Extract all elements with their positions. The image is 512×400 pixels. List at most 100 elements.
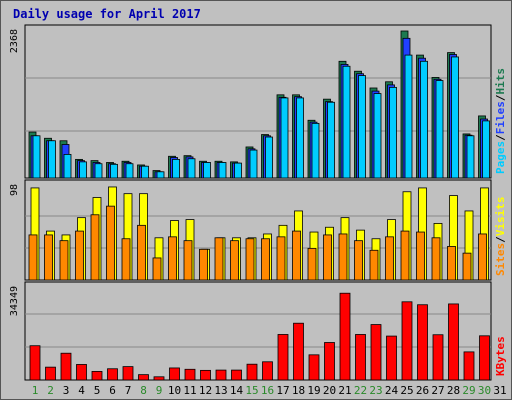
bar-pages-day-7 bbox=[125, 163, 134, 179]
bar-sites-day-5 bbox=[90, 214, 100, 281]
bar-sites-day-19 bbox=[307, 247, 317, 281]
bar-pages-day-28 bbox=[451, 56, 459, 179]
day-label-19: 19 bbox=[307, 384, 320, 397]
bar-kbytes-day-29 bbox=[463, 351, 475, 381]
day-label-13: 13 bbox=[214, 384, 227, 397]
day-label-7: 7 bbox=[125, 384, 132, 397]
bar-sites-day-10 bbox=[168, 236, 177, 281]
bar-kbytes-day-30 bbox=[479, 335, 490, 381]
day-label-22: 22 bbox=[354, 384, 367, 397]
bar-pages-day-20 bbox=[327, 101, 335, 179]
bar-kbytes-day-5 bbox=[91, 371, 103, 381]
bar-sites-day-15 bbox=[245, 238, 255, 281]
legend-hits: Hits bbox=[494, 68, 507, 95]
bar-sites-day-14 bbox=[230, 240, 239, 281]
bar-pages-day-18 bbox=[296, 97, 304, 179]
day-label-5: 5 bbox=[94, 384, 101, 397]
bar-pages-day-6 bbox=[110, 163, 118, 179]
bar-sites-day-7 bbox=[121, 238, 131, 281]
legend-separator: / bbox=[494, 134, 507, 141]
bar-sites-day-25 bbox=[400, 230, 410, 281]
bar-pages-day-24 bbox=[389, 86, 397, 179]
legend-sites: Sites bbox=[494, 243, 507, 276]
bar-pages-day-17 bbox=[280, 97, 289, 179]
max-label-top: 2368 bbox=[9, 29, 20, 53]
bar-sites-day-6 bbox=[106, 205, 115, 281]
bar-sites-day-26 bbox=[416, 231, 425, 281]
bar-kbytes-day-23 bbox=[370, 324, 382, 381]
bar-pages-day-23 bbox=[373, 93, 382, 179]
day-label-27: 27 bbox=[431, 384, 444, 397]
bar-kbytes-day-14 bbox=[231, 369, 242, 381]
bar-kbytes-day-6 bbox=[107, 368, 118, 381]
day-label-2: 2 bbox=[47, 384, 54, 397]
bar-kbytes-day-16 bbox=[262, 361, 273, 381]
day-label-17: 17 bbox=[276, 384, 289, 397]
bar-kbytes-day-13 bbox=[215, 369, 227, 381]
bar-sites-day-20 bbox=[323, 234, 332, 281]
bar-pages-day-5 bbox=[94, 163, 103, 179]
bar-kbytes-day-25 bbox=[401, 301, 413, 381]
legend-middle: Sites/Visits bbox=[494, 197, 507, 277]
bar-sites-day-23 bbox=[369, 249, 379, 281]
bar-kbytes-day-15 bbox=[246, 363, 258, 381]
plot-area-bottom bbox=[24, 281, 492, 381]
bar-sites-day-9 bbox=[152, 257, 162, 281]
legend-pages: Pages bbox=[494, 141, 507, 174]
bar-sites-day-24 bbox=[385, 236, 394, 281]
day-label-11: 11 bbox=[183, 384, 196, 397]
day-label-14: 14 bbox=[230, 384, 244, 397]
bar-pages-day-30 bbox=[482, 120, 490, 179]
bar-kbytes-day-20 bbox=[324, 342, 335, 381]
bar-sites-day-17 bbox=[276, 236, 286, 281]
plot-area-top bbox=[24, 24, 492, 179]
bar-kbytes-day-18 bbox=[293, 322, 304, 381]
legend-separator: / bbox=[494, 94, 507, 101]
bar-sites-day-18 bbox=[292, 230, 301, 281]
bar-kbytes-day-27 bbox=[432, 334, 444, 381]
day-label-30: 30 bbox=[478, 384, 491, 397]
bar-pages-day-2 bbox=[48, 140, 56, 179]
bar-pages-day-3 bbox=[63, 154, 72, 179]
day-label-9: 9 bbox=[156, 384, 163, 397]
bar-pages-day-14 bbox=[234, 162, 242, 179]
bar-kbytes-day-9 bbox=[153, 376, 165, 381]
day-label-1: 1 bbox=[32, 384, 39, 397]
day-label-23: 23 bbox=[369, 384, 382, 397]
bar-sites-day-16 bbox=[261, 238, 270, 281]
bar-pages-day-26 bbox=[420, 60, 428, 179]
bar-pages-day-13 bbox=[218, 162, 227, 179]
day-label-29: 29 bbox=[462, 384, 475, 397]
bar-pages-day-16 bbox=[265, 136, 273, 179]
legend-top: Pages/Files/Hits bbox=[494, 68, 507, 174]
bar-sites-day-28 bbox=[447, 246, 456, 281]
day-label-26: 26 bbox=[416, 384, 429, 397]
bar-pages-day-12 bbox=[203, 162, 211, 179]
bar-pages-day-21 bbox=[342, 65, 351, 179]
day-label-16: 16 bbox=[261, 384, 274, 397]
bar-pages-day-25 bbox=[404, 54, 413, 179]
bar-kbytes-day-24 bbox=[386, 335, 397, 381]
bar-kbytes-day-17 bbox=[277, 334, 289, 381]
day-label-24: 24 bbox=[385, 384, 399, 397]
day-label-18: 18 bbox=[292, 384, 305, 397]
bar-kbytes-day-12 bbox=[200, 369, 211, 381]
bar-kbytes-day-2 bbox=[45, 366, 56, 381]
legend-files: Files bbox=[494, 101, 507, 134]
bar-kbytes-day-7 bbox=[122, 366, 134, 381]
bar-sites-day-30 bbox=[478, 233, 487, 281]
bar-pages-day-11 bbox=[187, 158, 196, 179]
bar-sites-day-4 bbox=[75, 230, 84, 281]
bar-pages-day-19 bbox=[311, 122, 320, 179]
bar-sites-day-13 bbox=[214, 237, 224, 281]
bar-pages-day-27 bbox=[435, 80, 444, 179]
bar-kbytes-day-8 bbox=[138, 374, 149, 381]
day-label-25: 25 bbox=[400, 384, 413, 397]
bar-pages-day-29 bbox=[466, 135, 475, 179]
bar-sites-day-2 bbox=[44, 234, 53, 281]
bar-kbytes-day-26 bbox=[417, 304, 428, 381]
chart-title: Daily usage for April 2017 bbox=[13, 7, 201, 21]
bar-kbytes-day-28 bbox=[448, 303, 459, 381]
bar-sites-day-11 bbox=[183, 240, 193, 281]
